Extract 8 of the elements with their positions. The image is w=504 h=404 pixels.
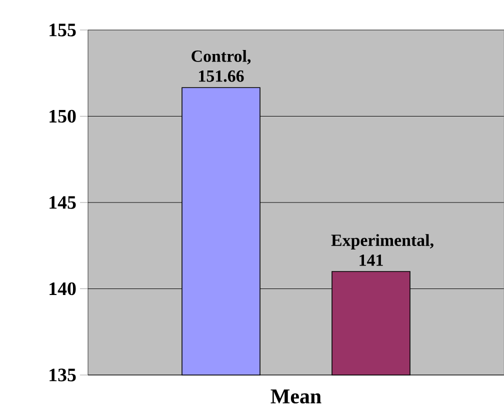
- y-tick-label: 145: [50, 196, 76, 209]
- y-tick-label: 135: [50, 368, 76, 382]
- x-tick-label: Mean: [270, 390, 322, 404]
- y-tick-label: 150: [50, 110, 76, 123]
- y-tick-label: 140: [50, 282, 76, 296]
- data-label: Control, 151.66: [192, 50, 251, 82]
- y-tick-label: 155: [50, 24, 76, 36]
- data-label: Experimental, 141: [331, 234, 434, 266]
